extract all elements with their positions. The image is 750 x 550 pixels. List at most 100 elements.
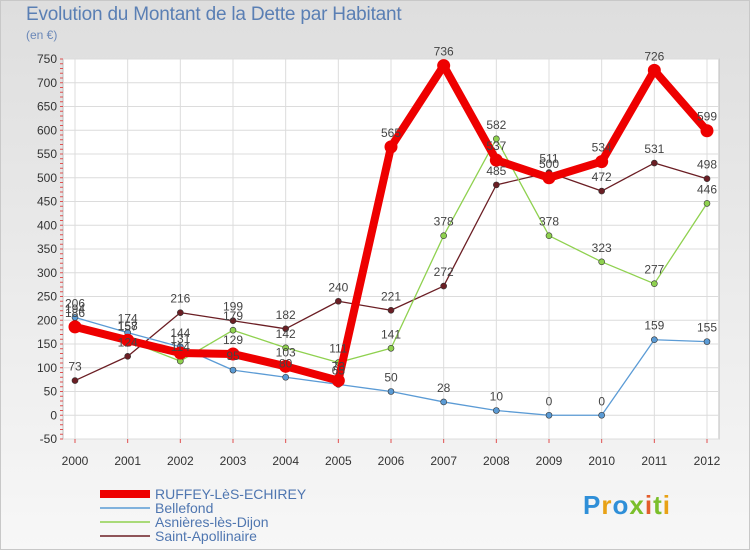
x-tick-label: 2007 — [430, 454, 457, 468]
data-point — [493, 181, 500, 189]
data-point — [545, 232, 553, 239]
data-label: 500 — [539, 157, 559, 171]
data-label: 216 — [170, 292, 190, 306]
data-label: 565 — [381, 126, 401, 140]
x-tick-label: 2003 — [220, 454, 247, 468]
data-label: 511 — [539, 152, 558, 166]
x-tick-label: 2012 — [694, 454, 721, 468]
data-label: 65 — [332, 363, 346, 377]
data-point — [493, 407, 500, 414]
data-point — [703, 338, 711, 345]
y-tick-label: 350 — [37, 242, 57, 256]
data-label: 240 — [328, 280, 348, 294]
y-tick-label: 600 — [37, 123, 57, 137]
data-point — [279, 359, 293, 373]
data-label: 182 — [276, 308, 296, 322]
data-point — [598, 411, 605, 419]
x-tick-label: 2009 — [536, 454, 563, 468]
data-label: 446 — [697, 182, 717, 196]
y-tick-label: -50 — [40, 432, 58, 446]
data-label: 103 — [276, 345, 296, 359]
data-point — [226, 347, 240, 361]
data-label: 131 — [170, 332, 190, 346]
data-label: 0 — [546, 394, 553, 408]
data-label: 472 — [592, 170, 612, 184]
data-point — [440, 282, 447, 290]
data-point — [282, 344, 289, 352]
data-point — [651, 336, 658, 344]
data-point — [229, 326, 237, 334]
data-point — [282, 373, 289, 381]
data-point — [489, 153, 503, 167]
data-point — [440, 398, 447, 406]
y-tick-label: 300 — [37, 266, 57, 280]
y-tick-label: 450 — [37, 195, 57, 209]
data-label: 582 — [486, 118, 506, 132]
data-label: 531 — [644, 142, 664, 156]
x-tick-label: 2008 — [483, 454, 510, 468]
data-label: 50 — [384, 371, 398, 385]
data-label: 277 — [644, 263, 664, 277]
data-label: 114 — [171, 340, 190, 354]
data-point — [598, 187, 605, 195]
data-point — [177, 309, 184, 316]
y-axis: -50 0 50 100 150 200 250 300 350 400 450 500 550 600 6… — [37, 52, 63, 446]
data-point — [71, 377, 79, 384]
data-label: 124 — [118, 335, 138, 349]
data-label: 199 — [223, 300, 243, 314]
y-tick-label: 100 — [37, 361, 57, 375]
data-label: 537 — [486, 139, 506, 153]
data-label: 221 — [381, 289, 401, 303]
data-point — [703, 200, 711, 207]
y-tick-label: 0 — [50, 408, 57, 422]
x-tick-label: 2010 — [588, 454, 615, 468]
x-tick-label: 2002 — [167, 454, 194, 468]
data-point — [173, 346, 187, 360]
data-label: 726 — [644, 49, 664, 63]
data-label: 129 — [223, 333, 243, 347]
data-point — [331, 374, 345, 388]
y-tick-label: 500 — [37, 171, 57, 185]
data-point — [229, 317, 237, 325]
legend-label: Saint-Apollinaire — [155, 528, 257, 544]
data-label: 485 — [486, 164, 506, 178]
data-point — [651, 280, 658, 287]
data-point — [384, 140, 398, 154]
data-point — [282, 325, 289, 333]
data-label: 157 — [118, 320, 138, 334]
data-label: 174 — [118, 312, 138, 326]
data-label: 10 — [490, 390, 504, 404]
data-labels: 73 124 216 199 182 240 221 272 485 511 472 531 498 19… — [65, 45, 717, 409]
data-label: 206 — [65, 296, 85, 310]
data-point — [647, 63, 661, 77]
data-label: 186 — [65, 306, 85, 320]
x-tick-label: 2000 — [62, 454, 89, 468]
data-label: 0 — [598, 394, 605, 408]
data-point — [121, 333, 135, 347]
x-tick-label: 2004 — [272, 454, 299, 468]
legend-label: RUFFEY-LèS-ECHIREY — [155, 486, 307, 502]
data-point — [440, 232, 447, 239]
data-point — [700, 124, 714, 138]
data-label: 158 — [118, 319, 138, 333]
data-label: 534 — [592, 141, 612, 155]
y-tick-label: 650 — [37, 100, 57, 114]
data-label: 736 — [434, 45, 454, 59]
data-point — [598, 258, 605, 266]
y-tick-label: 750 — [37, 52, 57, 66]
x-tick-label: 2006 — [378, 454, 405, 468]
data-label: 73 — [332, 360, 346, 374]
data-point — [542, 171, 556, 185]
y-tick-label: 50 — [44, 385, 58, 399]
legend-label: Asnières-lès-Dijon — [155, 514, 269, 530]
data-label: 378 — [434, 215, 454, 229]
data-point — [651, 159, 658, 167]
series-group — [68, 59, 714, 419]
data-label: 498 — [697, 158, 717, 172]
data-label: 80 — [279, 356, 293, 370]
y-tick-label: 150 — [37, 337, 57, 351]
data-point — [387, 388, 395, 395]
chart-title: Evolution du Montant de la Dette par Hab… — [26, 4, 402, 25]
data-label: 142 — [276, 327, 296, 341]
data-point — [387, 344, 395, 352]
